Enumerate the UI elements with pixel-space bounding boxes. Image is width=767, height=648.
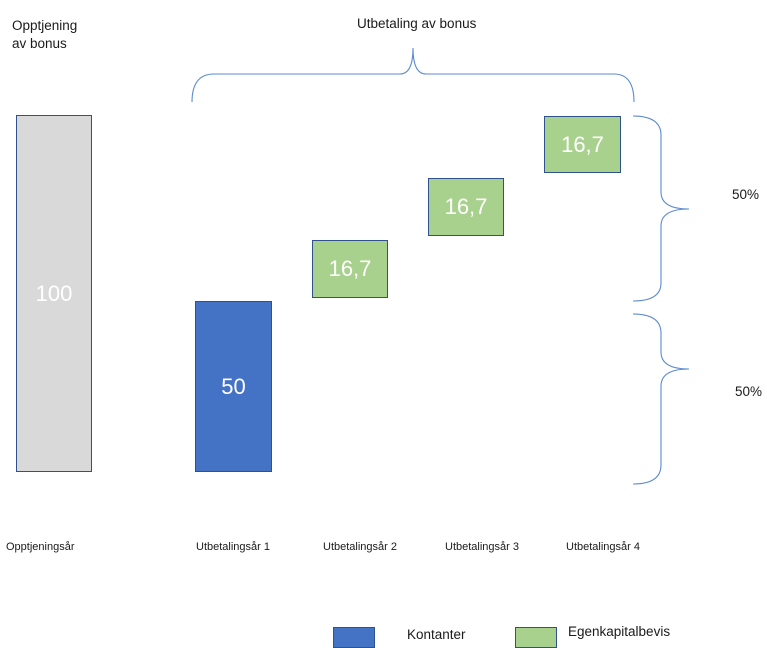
bar-label: 16,7 (561, 131, 604, 157)
left-title: Opptjening av bonus (12, 18, 78, 51)
x-tick-label: Opptjeningsår (6, 541, 75, 553)
bar-egenkapital-1: 16,7 (312, 240, 388, 298)
bar-egenkapital-2: 16,7 (428, 178, 504, 236)
x-tick-label: Utbetalingsår 1 (196, 541, 270, 553)
x-tick-label: Utbetalingsår 3 (445, 541, 519, 553)
legend-label-kontanter: Kontanter (407, 627, 466, 642)
brace-label-upper: 50% (732, 187, 760, 202)
bar-label: 16,7 (444, 194, 488, 219)
top-brace (191, 47, 635, 103)
bar-opptjening: 100 (16, 115, 92, 472)
bar-egenkapital-3: 16,7 (544, 116, 621, 173)
lower-right-brace (632, 313, 690, 485)
chart-title: Utbetaling av bonus (357, 16, 477, 31)
bar-label: 16,7 (328, 256, 372, 281)
legend-swatch-kontanter (333, 627, 375, 648)
upper-right-brace (632, 115, 690, 302)
bar-kontanter: 50 (195, 301, 272, 472)
bar-label: 100 (35, 280, 73, 306)
legend-swatch-egenkapitalbevis (515, 627, 557, 648)
brace-label-lower: 50% (735, 384, 763, 399)
x-tick-label: Utbetalingsår 2 (323, 541, 397, 553)
legend-label-egenkapitalbevis: Egenkapitalbevis (568, 624, 671, 639)
x-tick-label: Utbetalingsår 4 (566, 541, 640, 553)
bar-label: 50 (221, 373, 246, 399)
